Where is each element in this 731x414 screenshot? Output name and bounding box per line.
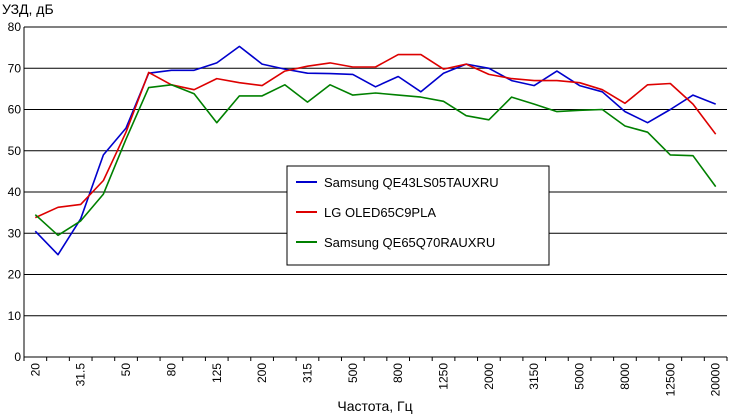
series-lines bbox=[34, 45, 717, 256]
legend-label: LG OLED65C9PLA bbox=[324, 205, 436, 220]
y-tick-label: 0 bbox=[14, 350, 21, 364]
x-tick-label: 20 bbox=[28, 363, 42, 377]
y-tick-labels: 0 10 20 30 40 50 60 70 80 bbox=[8, 20, 22, 364]
axes bbox=[23, 27, 728, 361]
x-tick-label: 8000 bbox=[618, 363, 632, 390]
x-tick-label: 20000 bbox=[709, 363, 723, 397]
legend-label: Samsung QE65Q70RAUXRU bbox=[324, 235, 495, 250]
y-tick-label: 80 bbox=[8, 20, 22, 34]
series-line-3 bbox=[34, 84, 717, 237]
x-tick-label: 50 bbox=[119, 363, 133, 377]
y-tick-label: 30 bbox=[8, 226, 22, 240]
x-tick-label: 1250 bbox=[437, 363, 451, 390]
legend-label: Samsung QE43LS05TAUXRU bbox=[324, 175, 499, 190]
y-tick-label: 40 bbox=[8, 185, 22, 199]
x-tick-label: 800 bbox=[391, 363, 405, 383]
y-tick-label: 60 bbox=[8, 103, 22, 117]
y-axis-label: УЗД, дБ bbox=[2, 1, 54, 17]
legend-box bbox=[286, 165, 550, 266]
x-tick-label: 500 bbox=[346, 363, 360, 383]
series-line-2 bbox=[34, 53, 717, 219]
y-tick-label: 10 bbox=[8, 309, 22, 323]
y-tick-label: 20 bbox=[8, 268, 22, 282]
x-tick-label: 80 bbox=[164, 363, 178, 377]
legend: Samsung QE43LS05TAUXRU LG OLED65C9PLA Sams… bbox=[286, 165, 550, 266]
y-tick-label: 50 bbox=[8, 144, 22, 158]
x-tick-label: 315 bbox=[300, 363, 314, 383]
y-tick-label: 70 bbox=[8, 61, 22, 75]
x-tick-label: 125 bbox=[210, 363, 224, 383]
x-tick-label: 5000 bbox=[573, 363, 587, 390]
x-axis-label: Частота, Гц bbox=[337, 398, 412, 414]
x-tick-label: 12500 bbox=[663, 363, 677, 397]
x-tick-labels: 20 31.5 50 80 125 200 315 500 800 1250 2000 3150 500… bbox=[28, 363, 722, 397]
x-tick-label: 3150 bbox=[527, 363, 541, 390]
x-tick-label: 200 bbox=[255, 363, 269, 383]
x-tick-label: 31.5 bbox=[74, 363, 88, 387]
x-tick-label: 2000 bbox=[482, 363, 496, 390]
